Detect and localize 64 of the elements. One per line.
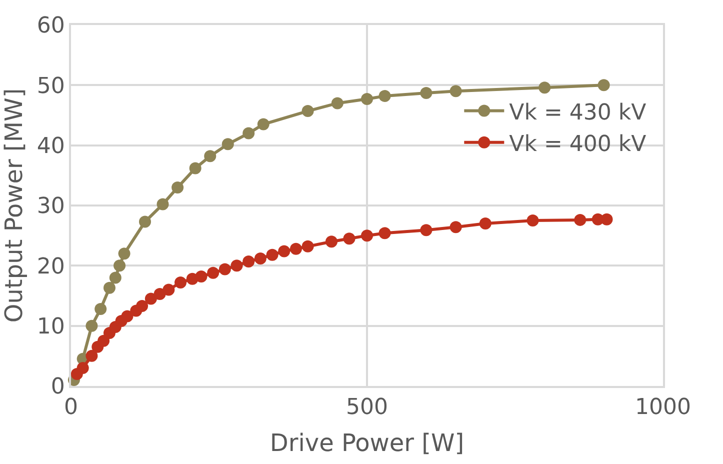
point	[331, 97, 344, 110]
point	[139, 216, 151, 228]
point	[121, 310, 134, 322]
point	[378, 227, 391, 240]
point	[361, 230, 373, 242]
x-axis-title: Drive Power [W]	[270, 428, 464, 457]
x-tick-label: 500	[346, 395, 388, 420]
point	[378, 90, 391, 102]
point	[76, 362, 89, 374]
y-tick-label: 0	[50, 374, 65, 400]
point	[222, 138, 234, 150]
point	[526, 214, 539, 227]
point	[174, 276, 187, 289]
point	[538, 82, 551, 94]
y-axis-title: Output Power [MW]	[0, 88, 28, 323]
point	[103, 282, 116, 294]
point	[266, 248, 278, 261]
point	[302, 240, 314, 252]
point	[420, 224, 432, 236]
legend-label: Vk = 400 kV	[509, 132, 646, 157]
point	[574, 214, 586, 226]
point	[195, 270, 208, 282]
point	[600, 213, 613, 226]
point	[230, 260, 243, 272]
point	[479, 218, 492, 230]
point	[278, 245, 290, 258]
point	[136, 300, 148, 312]
y-tick-label: 30	[36, 194, 65, 220]
point	[118, 248, 130, 260]
point	[189, 162, 202, 174]
point	[242, 255, 255, 268]
point	[207, 266, 220, 279]
point	[156, 198, 169, 210]
point	[94, 302, 107, 315]
point	[86, 350, 98, 362]
y-tick-label: 40	[36, 134, 65, 160]
point	[242, 127, 255, 140]
point	[144, 292, 157, 305]
y-tick-label: 20	[36, 254, 65, 280]
point	[598, 79, 610, 92]
point	[420, 86, 432, 99]
point	[114, 260, 126, 272]
point	[98, 334, 110, 347]
y-tick-label: 10	[36, 314, 65, 340]
legend-label: Vk = 430 kV	[509, 100, 646, 126]
point	[218, 263, 231, 276]
point	[86, 320, 98, 332]
point	[204, 150, 216, 162]
point	[343, 232, 356, 245]
point	[254, 252, 266, 264]
point	[325, 236, 338, 248]
point	[257, 118, 270, 130]
point	[450, 85, 462, 98]
y-tick-label: 50	[36, 74, 65, 99]
point	[172, 181, 184, 194]
point	[290, 242, 302, 255]
point	[154, 288, 166, 300]
x-tick-label: 1000	[635, 395, 691, 420]
point	[450, 221, 462, 234]
y-tick-label: 60	[36, 14, 65, 39]
point	[302, 105, 314, 118]
point	[162, 284, 175, 296]
point	[109, 272, 122, 284]
point	[361, 93, 373, 106]
